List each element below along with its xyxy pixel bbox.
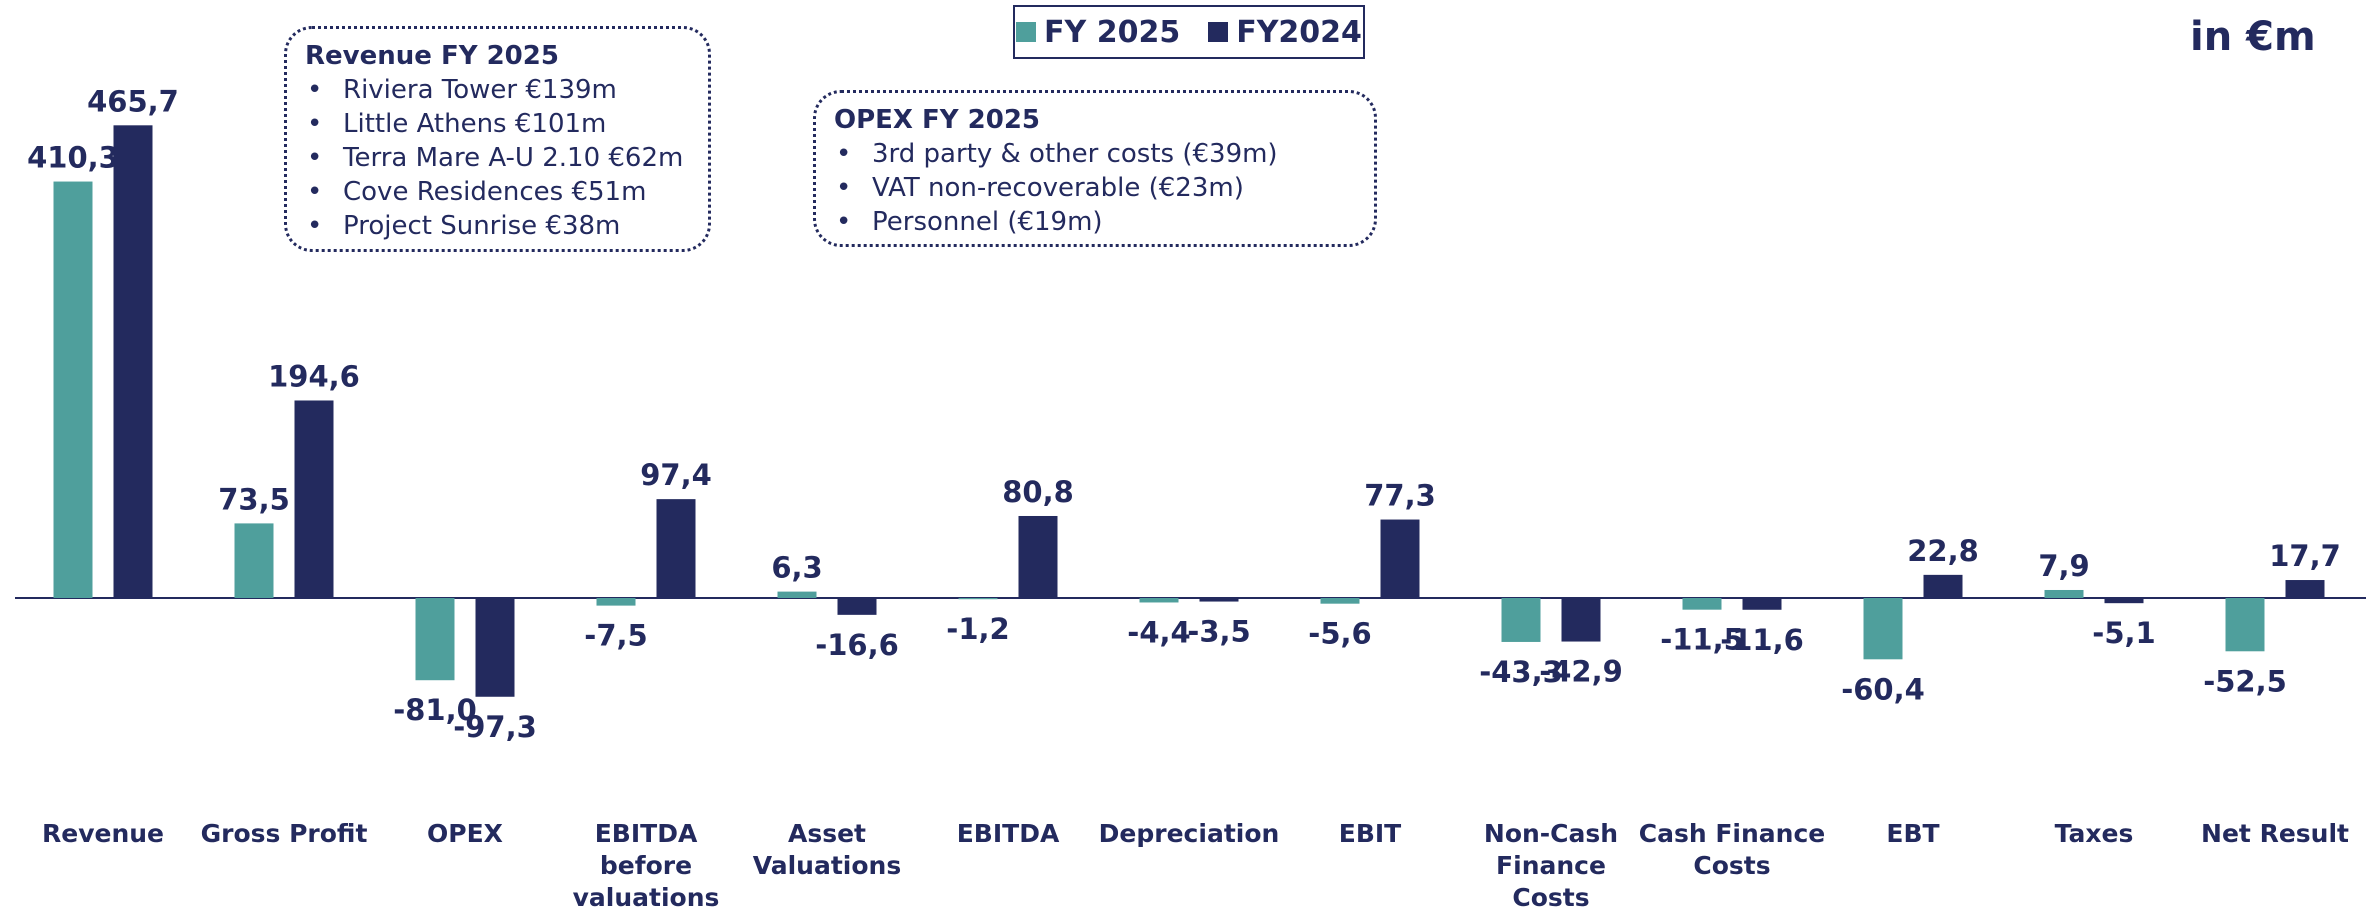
data-label: -3,5	[1187, 615, 1250, 649]
annotation-list: 3rd party & other costs (€39m)VAT non-re…	[834, 137, 1356, 239]
x-tick-label: EBIT	[1275, 818, 1465, 850]
data-label: 410,3	[27, 141, 119, 175]
x-tick-label: Non-Cash Finance Costs	[1456, 818, 1646, 914]
annotation-box: OPEX FY 20253rd party & other costs (€39…	[813, 90, 1377, 247]
data-label: -60,4	[1841, 672, 1925, 706]
annotation-item: VAT non-recoverable (€23m)	[872, 171, 1356, 205]
bar	[2045, 590, 2084, 598]
legend-label: FY 2025	[1044, 15, 1180, 50]
x-tick-label: Net Result	[2180, 818, 2370, 850]
annotation-item: Personnel (€19m)	[872, 205, 1356, 239]
bar	[1019, 516, 1058, 598]
bar	[1140, 598, 1179, 602]
data-label: -5,6	[1308, 617, 1371, 651]
x-tick-label: Asset Valuations	[732, 818, 922, 882]
data-label: -7,5	[584, 619, 647, 653]
annotation-item: Riviera Tower €139m	[343, 73, 690, 107]
legend-swatch	[1208, 22, 1228, 42]
bar	[1924, 575, 1963, 598]
data-label: 17,7	[2269, 539, 2341, 573]
annotation-title: OPEX FY 2025	[834, 103, 1356, 137]
x-tick-label: OPEX	[370, 818, 560, 850]
bar	[1502, 598, 1541, 642]
bar	[2105, 598, 2144, 603]
bar	[54, 182, 93, 598]
data-label: -16,6	[815, 628, 899, 662]
annotation-item: Cove Residences €51m	[343, 175, 690, 209]
data-label: 80,8	[1002, 475, 1074, 509]
data-label: 73,5	[218, 482, 290, 516]
data-label: -97,3	[453, 710, 537, 744]
bar	[1321, 598, 1360, 604]
bar	[778, 592, 817, 598]
bar	[295, 400, 334, 598]
data-label: -42,9	[1539, 655, 1623, 689]
legend-swatch	[1016, 22, 1036, 42]
legend-label: FY2024	[1236, 15, 1362, 50]
bar	[1200, 598, 1239, 602]
bar	[1743, 598, 1782, 610]
bar	[1683, 598, 1722, 610]
data-label: 22,8	[1907, 534, 1979, 568]
data-label: -4,4	[1127, 615, 1190, 649]
bar	[1381, 520, 1420, 598]
bar	[2226, 598, 2265, 651]
x-tick-label: Gross Profit	[189, 818, 379, 850]
bar	[1562, 598, 1601, 642]
data-label: 6,3	[771, 551, 822, 585]
bar	[597, 598, 636, 606]
data-label: 97,4	[640, 458, 712, 492]
bar	[657, 499, 696, 598]
annotation-item: Little Athens €101m	[343, 107, 690, 141]
annotation-item: Project Sunrise €38m	[343, 209, 690, 243]
legend: FY 2025 FY2024	[1013, 5, 1365, 59]
data-label: -52,5	[2203, 664, 2287, 698]
bar	[2286, 580, 2325, 598]
annotation-box: Revenue FY 2025Riviera Tower €139mLittle…	[284, 26, 711, 252]
data-label: 77,3	[1364, 479, 1436, 513]
x-tick-label: EBITDA	[913, 818, 1103, 850]
x-tick-label: Depreciation	[1094, 818, 1284, 850]
x-tick-label: Revenue	[8, 818, 198, 850]
annotation-list: Riviera Tower €139mLittle Athens €101mTe…	[305, 73, 690, 243]
data-label: -1,2	[946, 612, 1009, 646]
data-label: -5,1	[2092, 616, 2155, 650]
x-tick-label: EBITDA before valuations	[551, 818, 741, 914]
bar	[416, 598, 455, 680]
annotation-item: Terra Mare A-U 2.10 €62m	[343, 141, 690, 175]
data-label: 465,7	[87, 84, 179, 118]
annotation-title: Revenue FY 2025	[305, 39, 690, 73]
data-label: -11,6	[1720, 623, 1804, 657]
data-label: 7,9	[2038, 549, 2089, 583]
bar	[1864, 598, 1903, 659]
data-label: 194,6	[268, 359, 360, 393]
bar	[838, 598, 877, 615]
x-tick-label: Taxes	[1999, 818, 2189, 850]
bar	[114, 125, 153, 598]
legend-item: FY2024	[1208, 15, 1362, 50]
unit-label: in €m	[2190, 14, 2316, 60]
x-tick-label: Cash Finance Costs	[1637, 818, 1827, 882]
bar	[476, 598, 515, 697]
x-tick-label: EBT	[1818, 818, 2008, 850]
bar	[235, 523, 274, 598]
bar	[959, 598, 998, 599]
legend-item: FY 2025	[1016, 15, 1180, 50]
annotation-item: 3rd party & other costs (€39m)	[872, 137, 1356, 171]
